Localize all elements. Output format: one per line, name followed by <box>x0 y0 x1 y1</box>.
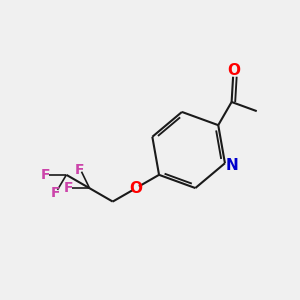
Text: N: N <box>226 158 238 173</box>
Text: F: F <box>64 181 74 195</box>
Text: O: O <box>227 63 240 78</box>
Text: F: F <box>41 168 50 182</box>
Text: O: O <box>129 181 142 196</box>
Text: F: F <box>74 163 84 177</box>
Text: F: F <box>51 186 61 200</box>
